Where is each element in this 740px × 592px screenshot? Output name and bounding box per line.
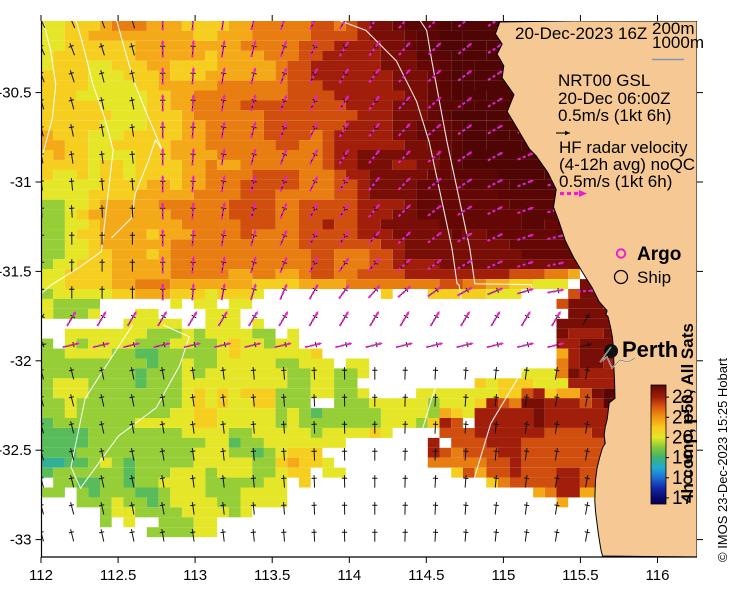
svg-text:113: 113	[183, 567, 207, 584]
svg-text:-31.5: -31.5	[0, 263, 32, 280]
svg-text:0.5m/s (1kt 6h): 0.5m/s (1kt 6h)	[559, 172, 672, 191]
svg-text:114: 114	[337, 567, 361, 584]
svg-text:116: 116	[646, 567, 670, 584]
svg-text:© IMOS 23-Dec-2023 15:25 Hobar: © IMOS 23-Dec-2023 15:25 Hobart	[715, 358, 730, 562]
svg-text:-32: -32	[10, 353, 32, 370]
svg-text:115: 115	[491, 567, 515, 584]
svg-text:Ship: Ship	[637, 268, 671, 287]
svg-text:115.5: 115.5	[562, 567, 598, 584]
svg-text:0.5m/s (1kt 6h): 0.5m/s (1kt 6h)	[558, 106, 671, 125]
svg-text:113.5: 113.5	[254, 567, 290, 584]
svg-text:-33: -33	[10, 532, 32, 549]
svg-text:20-Dec-2023 16Z: 20-Dec-2023 16Z	[515, 24, 647, 43]
svg-text:-31: -31	[10, 174, 32, 191]
svg-text:112.5: 112.5	[100, 567, 136, 584]
svg-text:-30.5: -30.5	[0, 85, 32, 102]
svg-text:Argo: Argo	[637, 244, 681, 265]
svg-text:NRT00 GSL: NRT00 GSL	[558, 71, 650, 90]
svg-text:114.5: 114.5	[408, 567, 444, 584]
svg-text:-32.5: -32.5	[0, 442, 32, 459]
svg-text:1000m: 1000m	[652, 33, 704, 52]
svg-text:Perth: Perth	[622, 337, 678, 362]
svg-text:112: 112	[29, 567, 53, 584]
svg-text:4h comp, p50, All Sats: 4h comp, p50, All Sats	[678, 323, 697, 503]
